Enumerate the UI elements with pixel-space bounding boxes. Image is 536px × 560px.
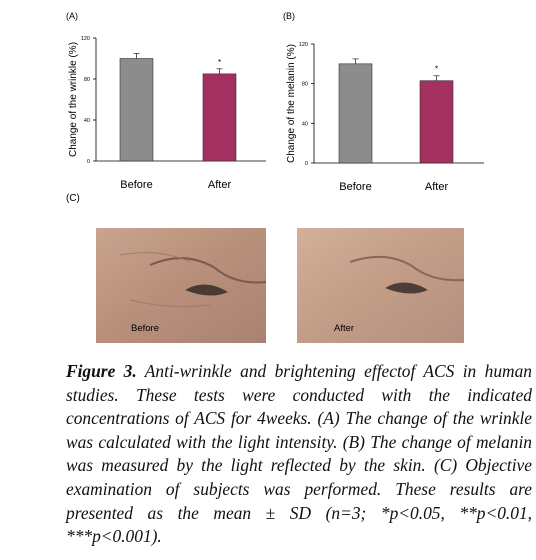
x-tick-label: Before	[120, 179, 152, 191]
y-axis-label: Change of the melanin (%)	[286, 44, 297, 163]
y-tick-label: 80	[84, 77, 90, 83]
significance-label: *	[218, 58, 221, 67]
bar	[338, 63, 373, 164]
photo-label: Before	[131, 323, 159, 334]
y-tick-label: 120	[299, 42, 308, 48]
panel-label: (C)	[66, 193, 80, 204]
bar	[202, 73, 237, 162]
y-tick-label: 0	[87, 159, 90, 165]
x-tick-label: After	[425, 181, 449, 193]
y-tick-label: 40	[302, 121, 308, 127]
photo	[96, 228, 267, 343]
caption: Figure 3. Anti-wrinkle and brightening e…	[66, 360, 532, 549]
error-bar	[433, 75, 440, 81]
y-tick-label: 40	[84, 118, 90, 124]
bar	[419, 80, 454, 164]
caption-text: Anti-wrinkle and brightening effectof AC…	[66, 361, 532, 547]
panel-label: (B)	[283, 11, 295, 21]
y-tick-label: 80	[302, 82, 308, 88]
photo-label: After	[334, 323, 354, 334]
bar	[119, 58, 154, 162]
caption-label: Figure 3.	[66, 361, 137, 381]
x-tick-label: After	[208, 179, 232, 191]
y-axis-label: Change of the wrinkle (%)	[68, 42, 79, 157]
figure: (C) Before After (A) Change of the wrinkl…	[66, 11, 484, 343]
y-tick-label: 0	[305, 161, 308, 167]
error-bar	[133, 52, 140, 59]
error-bar	[352, 58, 359, 64]
panel-label: (A)	[66, 11, 78, 21]
x-tick-label: Before	[339, 181, 371, 193]
significance-label: *	[435, 65, 438, 74]
y-tick-label: 120	[81, 36, 90, 42]
photo	[297, 228, 465, 343]
error-bar	[216, 68, 223, 74]
